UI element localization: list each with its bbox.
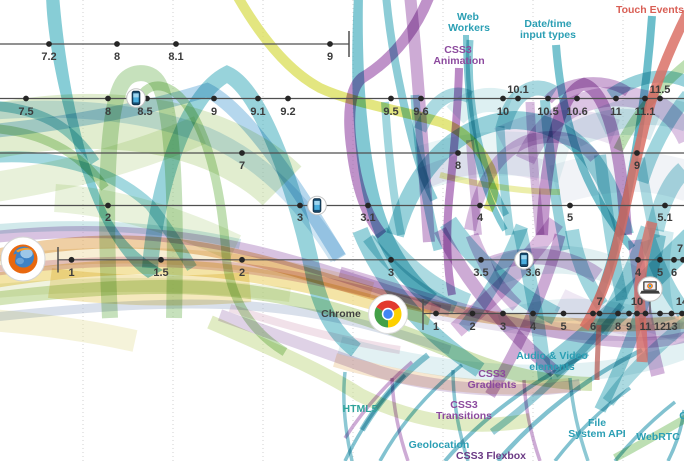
svg-text:CSS3: CSS3 — [444, 44, 472, 56]
svg-text:10.5: 10.5 — [537, 106, 558, 118]
svg-text:4: 4 — [635, 267, 642, 279]
svg-text:11: 11 — [610, 106, 622, 118]
svg-text:8.5: 8.5 — [137, 106, 152, 118]
svg-text:11.5: 11.5 — [650, 84, 671, 96]
svg-text:CSS3: CSS3 — [450, 399, 478, 411]
svg-text:12: 12 — [654, 321, 666, 333]
svg-text:Transitions: Transitions — [436, 410, 492, 422]
svg-text:3.6: 3.6 — [525, 267, 540, 279]
svg-text:System API: System API — [568, 428, 625, 440]
svg-text:Animation: Animation — [433, 55, 484, 67]
svg-text:HTML5: HTML5 — [343, 403, 378, 415]
svg-text:Gradients: Gradients — [467, 379, 516, 391]
svg-text:8.1: 8.1 — [168, 51, 183, 63]
svg-text:13: 13 — [665, 321, 677, 333]
svg-text:File: File — [588, 417, 606, 429]
svg-text:5: 5 — [567, 212, 573, 224]
svg-text:9.1: 9.1 — [250, 106, 265, 118]
svg-text:2: 2 — [469, 321, 475, 333]
svg-text:8: 8 — [114, 51, 120, 63]
svg-text:9: 9 — [327, 51, 333, 63]
svg-text:10.1: 10.1 — [507, 84, 528, 96]
svg-text:8: 8 — [105, 106, 111, 118]
svg-text:5.1: 5.1 — [657, 212, 672, 224]
svg-text:CSS3: CSS3 — [478, 368, 506, 380]
svg-text:3.1: 3.1 — [360, 212, 375, 224]
svg-text:10: 10 — [631, 296, 643, 308]
svg-text:9.6: 9.6 — [413, 106, 428, 118]
svg-text:4: 4 — [530, 321, 537, 333]
svg-text:WebRTC: WebRTC — [636, 431, 680, 443]
svg-text:8: 8 — [615, 321, 621, 333]
svg-text:7.2: 7.2 — [41, 51, 56, 63]
svg-text:Date/time: Date/time — [524, 18, 571, 30]
svg-text:6: 6 — [671, 267, 677, 279]
svg-text:CSS3 Flexbox: CSS3 Flexbox — [456, 450, 526, 461]
svg-text:8: 8 — [455, 160, 461, 172]
svg-text:input types: input types — [520, 29, 576, 41]
svg-text:1: 1 — [433, 321, 439, 333]
svg-text:2: 2 — [239, 267, 245, 279]
svg-text:11.1: 11.1 — [635, 106, 656, 118]
svg-text:11: 11 — [640, 321, 652, 333]
svg-text:C: C — [679, 410, 684, 422]
svg-text:3: 3 — [500, 321, 506, 333]
svg-text:2: 2 — [105, 212, 111, 224]
svg-text:1: 1 — [68, 267, 74, 279]
svg-text:Workers: Workers — [448, 22, 490, 34]
svg-text:Audio & Video: Audio & Video — [516, 350, 588, 362]
svg-text:9: 9 — [626, 321, 632, 333]
svg-text:3: 3 — [388, 267, 394, 279]
svg-text:5: 5 — [657, 267, 663, 279]
svg-text:7.5: 7.5 — [18, 106, 33, 118]
svg-text:3: 3 — [297, 212, 303, 224]
svg-text:elements: elements — [529, 361, 575, 373]
svg-text:4: 4 — [477, 212, 484, 224]
svg-text:7: 7 — [596, 296, 602, 308]
svg-text:9: 9 — [634, 160, 640, 172]
svg-text:Chrome: Chrome — [321, 308, 361, 320]
svg-text:14: 14 — [676, 296, 684, 308]
svg-text:Touch Events: Touch Events — [616, 4, 684, 16]
svg-text:6: 6 — [590, 321, 596, 333]
svg-text:10: 10 — [497, 106, 509, 118]
svg-text:Geolocation: Geolocation — [409, 439, 470, 451]
svg-text:9.2: 9.2 — [280, 106, 295, 118]
svg-text:9: 9 — [211, 106, 217, 118]
svg-text:9.5: 9.5 — [383, 106, 398, 118]
svg-text:5: 5 — [560, 321, 566, 333]
svg-text:7: 7 — [239, 160, 245, 172]
svg-text:10.6: 10.6 — [566, 106, 587, 118]
svg-text:1.5: 1.5 — [153, 267, 168, 279]
svg-text:7: 7 — [677, 243, 683, 255]
svg-text:Web: Web — [457, 11, 479, 23]
svg-text:3.5: 3.5 — [473, 267, 488, 279]
